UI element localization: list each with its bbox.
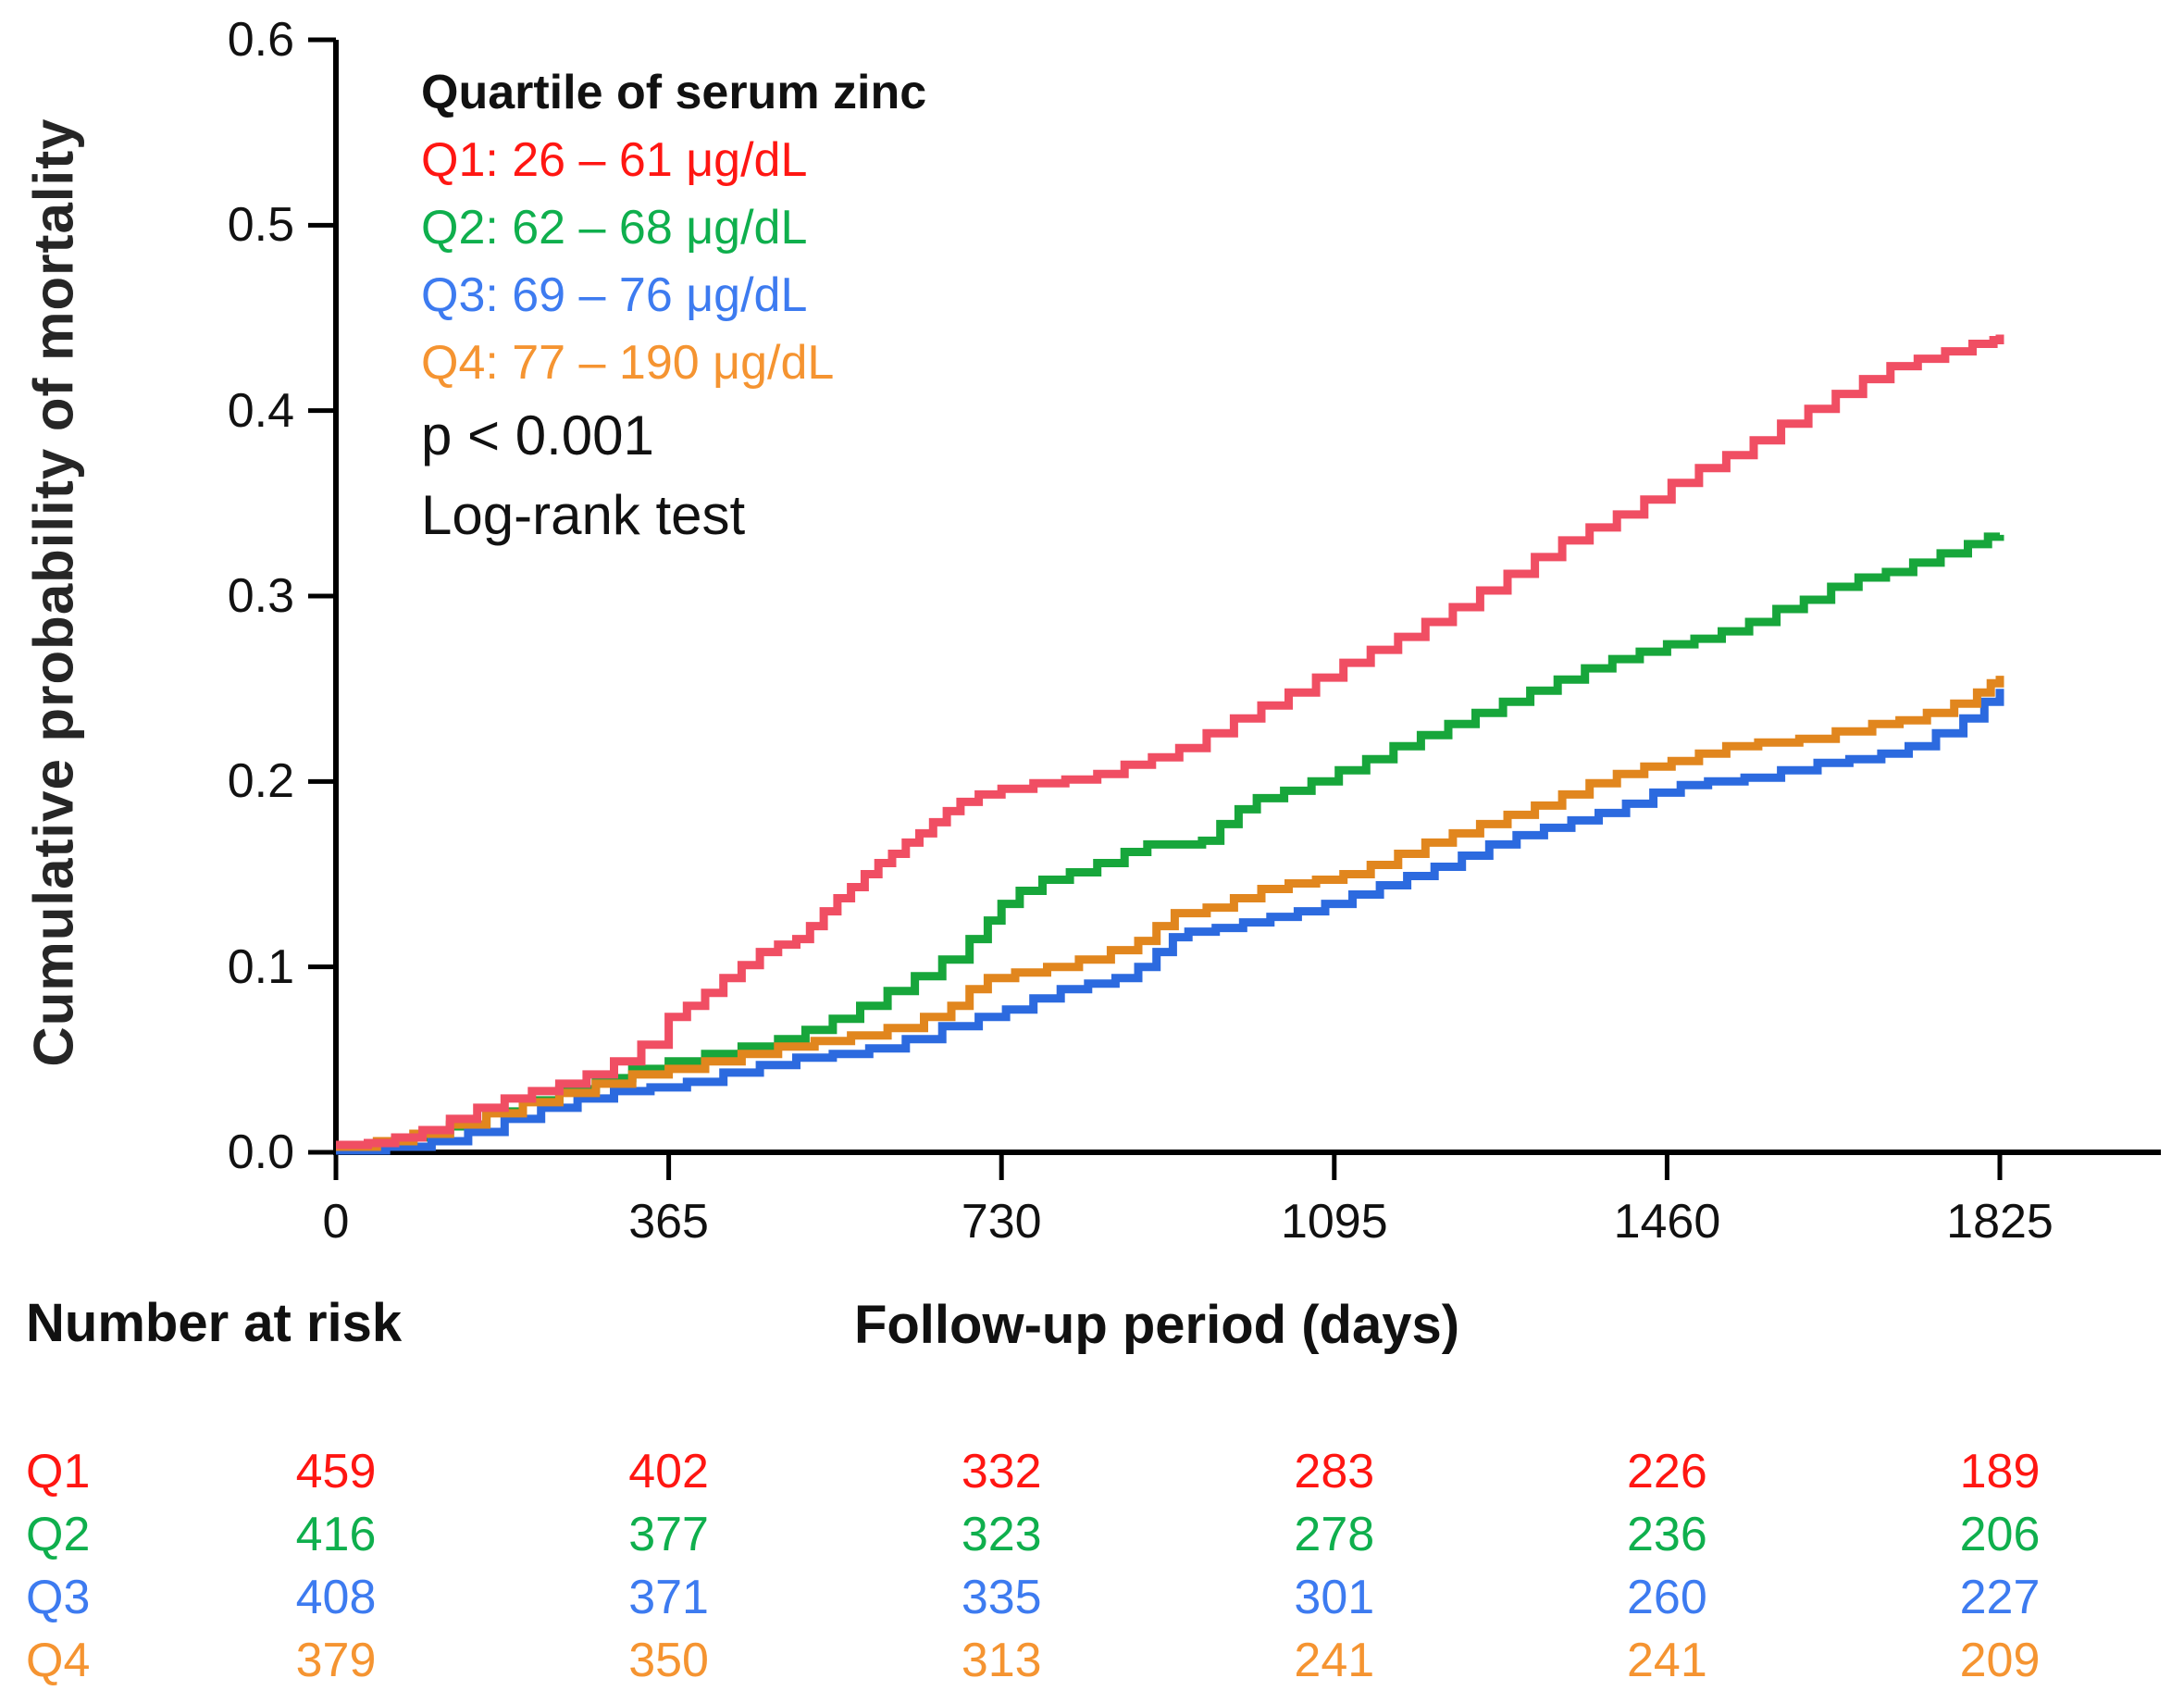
y-tick-label: 0.3 [227, 569, 294, 623]
risk-count: 189 [1959, 1445, 2041, 1498]
risk-count: 313 [961, 1634, 1042, 1687]
legend-entry-q1: Q1: 26 – 61 μg/dL [421, 133, 808, 187]
y-tick-label: 0.2 [227, 754, 294, 809]
logrank-test-annotation: Log-rank test [421, 484, 746, 546]
risk-count: 332 [961, 1445, 1042, 1498]
risk-count: 206 [1959, 1508, 2041, 1561]
risk-count: 350 [628, 1634, 709, 1687]
y-tick-label: 0.0 [227, 1125, 294, 1179]
curve-q4 [336, 676, 2004, 1151]
curve-q1 [336, 334, 2004, 1150]
x-tick-label: 1460 [1613, 1195, 1721, 1249]
curve-q3 [336, 689, 2004, 1155]
risk-count: 301 [1294, 1571, 1375, 1624]
x-tick-label: 1095 [1280, 1195, 1388, 1249]
risk-row-label-q4: Q4 [26, 1634, 91, 1687]
risk-count: 241 [1627, 1634, 1707, 1687]
risk-count: 227 [1959, 1571, 2041, 1624]
risk-count: 283 [1294, 1445, 1375, 1498]
x-tick-label: 730 [961, 1195, 1042, 1249]
risk-count: 260 [1627, 1571, 1707, 1624]
risk-count: 459 [295, 1445, 377, 1498]
risk-count: 241 [1294, 1634, 1375, 1687]
risk-count: 408 [295, 1571, 377, 1624]
number-at-risk-title: Number at risk [26, 1293, 403, 1353]
risk-count: 416 [295, 1508, 377, 1561]
x-tick-label: 1825 [1946, 1195, 2054, 1249]
risk-row-label-q3: Q3 [26, 1571, 91, 1624]
y-tick-label: 0.5 [227, 198, 294, 253]
curve-q2 [336, 532, 2004, 1153]
p-value-annotation: p < 0.001 [421, 404, 654, 466]
risk-count: 236 [1627, 1508, 1707, 1561]
risk-count: 371 [628, 1571, 709, 1624]
legend-title: Quartile of serum zinc [421, 66, 927, 119]
y-tick-label: 0.4 [227, 383, 294, 438]
risk-count: 209 [1959, 1634, 2041, 1687]
x-tick-label: 0 [322, 1195, 350, 1249]
legend-entry-q4: Q4: 77 – 190 μg/dL [421, 336, 835, 390]
risk-count: 379 [295, 1634, 377, 1687]
legend-entry-q3: Q3: 69 – 76 μg/dL [421, 268, 808, 322]
x-tick-label: 365 [628, 1195, 709, 1249]
risk-row-label-q2: Q2 [26, 1508, 91, 1561]
y-tick-label: 0.6 [227, 13, 294, 67]
risk-row-label-q1: Q1 [26, 1445, 91, 1498]
x-axis-title: Follow-up period (days) [853, 1295, 1460, 1355]
risk-count: 402 [628, 1445, 709, 1498]
risk-count: 335 [961, 1571, 1042, 1624]
risk-count: 278 [1294, 1508, 1375, 1561]
y-tick-label: 0.1 [227, 939, 294, 994]
y-axis-title: Cumulative probability of mortality [22, 118, 85, 1067]
risk-count: 226 [1627, 1445, 1707, 1498]
risk-count: 377 [628, 1508, 709, 1561]
legend-entry-q2: Q2: 62 – 68 μg/dL [421, 201, 808, 255]
risk-count: 323 [961, 1508, 1042, 1561]
survival-curves [336, 334, 2004, 1155]
